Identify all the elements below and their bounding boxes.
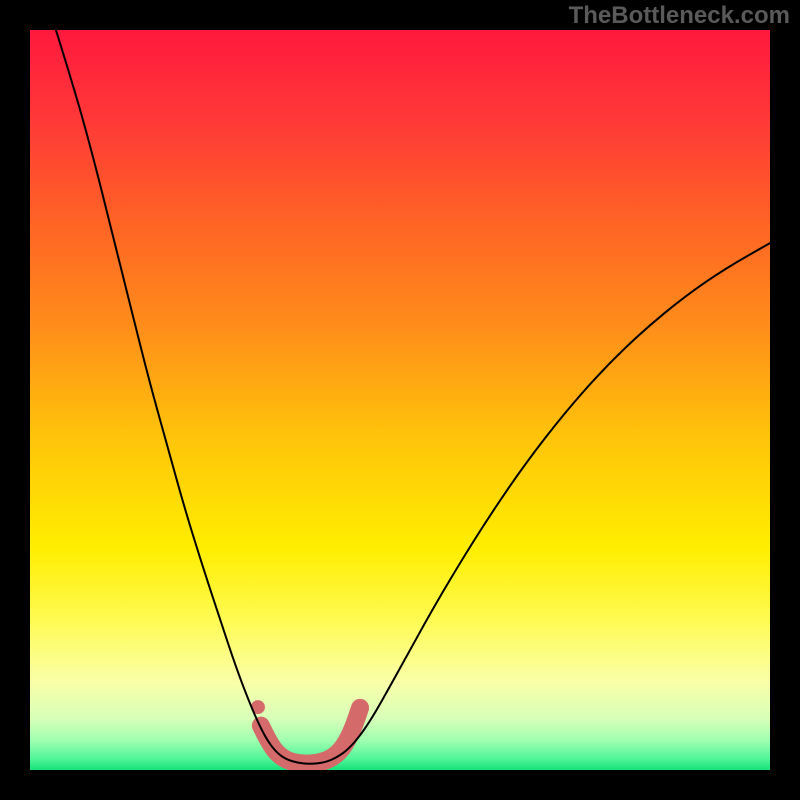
chart-stage: TheBottleneck.com xyxy=(0,0,800,800)
bottleneck-chart xyxy=(30,30,770,770)
watermark-text: TheBottleneck.com xyxy=(569,2,790,30)
gradient-background xyxy=(30,30,770,770)
